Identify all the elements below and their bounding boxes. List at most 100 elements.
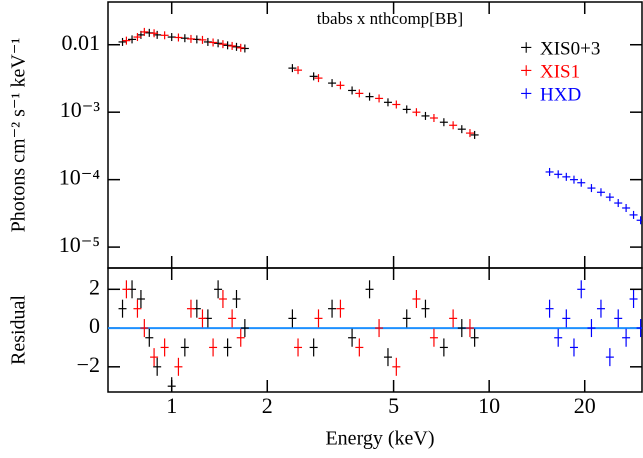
data-point — [375, 319, 384, 338]
data-point — [402, 309, 411, 328]
data-point — [180, 338, 189, 357]
data-point — [240, 319, 249, 338]
y-tick-label: 0.01 — [62, 30, 101, 55]
data-point — [150, 348, 159, 367]
data-point — [153, 357, 162, 376]
data-point — [309, 338, 318, 357]
data-point — [228, 309, 237, 328]
legend-marker: + — [520, 81, 532, 106]
data-point — [348, 328, 357, 347]
data-point — [174, 357, 183, 376]
data-point — [214, 280, 223, 299]
x-tick-label: 5 — [388, 393, 399, 418]
data-point — [636, 319, 642, 338]
data-point — [167, 377, 176, 392]
data-point — [412, 290, 421, 308]
data-point — [140, 319, 149, 338]
data-point — [449, 121, 458, 130]
data-point — [218, 40, 227, 49]
data-point — [314, 309, 323, 328]
data-point — [223, 41, 232, 50]
data-point — [186, 34, 195, 43]
data-point — [122, 280, 131, 299]
data-point — [145, 328, 154, 347]
data-point — [383, 348, 392, 367]
data-point — [605, 348, 614, 367]
data-point — [355, 338, 364, 357]
data-point — [577, 280, 586, 299]
y-tick-label: 10⁻³ — [60, 97, 101, 122]
y-tick-label: 10⁻⁴ — [59, 165, 101, 190]
data-point — [232, 42, 241, 51]
y-tick-label: 2 — [89, 274, 100, 299]
data-point — [554, 328, 563, 347]
data-point — [429, 114, 438, 123]
points — [118, 280, 642, 392]
data-point — [629, 290, 638, 308]
legend-marker: + — [520, 58, 532, 83]
data-point — [375, 94, 384, 103]
legend-label: XIS0+3 — [540, 38, 600, 59]
data-point — [562, 172, 571, 181]
data-point — [622, 328, 631, 347]
data-point — [336, 81, 345, 90]
data-point — [140, 27, 149, 36]
data-point — [294, 338, 303, 357]
data-point — [596, 299, 605, 318]
data-point — [288, 309, 297, 328]
data-point — [614, 199, 623, 208]
legend-label: XIS1 — [540, 61, 580, 82]
data-point — [562, 309, 571, 328]
legend-label: HXD — [540, 84, 581, 105]
data-point — [569, 338, 578, 357]
data-point — [236, 43, 245, 52]
data-point — [118, 37, 127, 46]
data-point — [240, 44, 249, 53]
y-tick-label: 0 — [89, 313, 100, 338]
data-point — [587, 319, 596, 338]
data-point — [470, 130, 479, 139]
data-point — [421, 111, 430, 120]
x-axis-label: Energy (keV) — [325, 428, 434, 450]
annotation: tbabs x nthcomp[BB] — [317, 9, 463, 28]
data-point — [223, 338, 232, 357]
data-point — [128, 35, 137, 44]
data-point — [180, 34, 189, 43]
y-axis-label: Photons cm⁻² s⁻¹ keV⁻¹ — [8, 38, 30, 233]
data-point — [167, 33, 176, 42]
data-point — [118, 299, 127, 318]
data-point — [214, 39, 223, 48]
data-point — [412, 108, 421, 117]
data-point — [133, 33, 142, 42]
data-point — [348, 86, 357, 95]
data-point — [365, 280, 374, 299]
data-point — [439, 338, 448, 357]
data-point — [439, 118, 448, 127]
y-tick-label: 10⁻⁵ — [59, 232, 100, 257]
y-axis-label: Residual — [8, 295, 30, 365]
x-tick-label: 10 — [478, 393, 500, 418]
data-point — [328, 79, 337, 88]
data-point — [545, 299, 554, 318]
data-point — [636, 216, 642, 225]
data-point — [136, 290, 145, 308]
x-tick-label: 20 — [574, 393, 596, 418]
data-point — [160, 31, 169, 40]
points — [118, 27, 642, 225]
data-point — [288, 64, 297, 73]
data-point — [457, 319, 466, 338]
data-point — [402, 105, 411, 114]
data-point — [596, 188, 605, 197]
data-point — [232, 290, 241, 308]
data-point — [587, 184, 596, 193]
data-point — [614, 309, 623, 328]
data-point — [209, 38, 218, 47]
data-point — [392, 357, 401, 376]
data-point — [429, 328, 438, 347]
data-point — [554, 170, 563, 179]
data-point — [465, 129, 474, 138]
data-point — [465, 319, 474, 338]
x-tick-label: 2 — [262, 393, 273, 418]
data-point — [314, 74, 323, 83]
